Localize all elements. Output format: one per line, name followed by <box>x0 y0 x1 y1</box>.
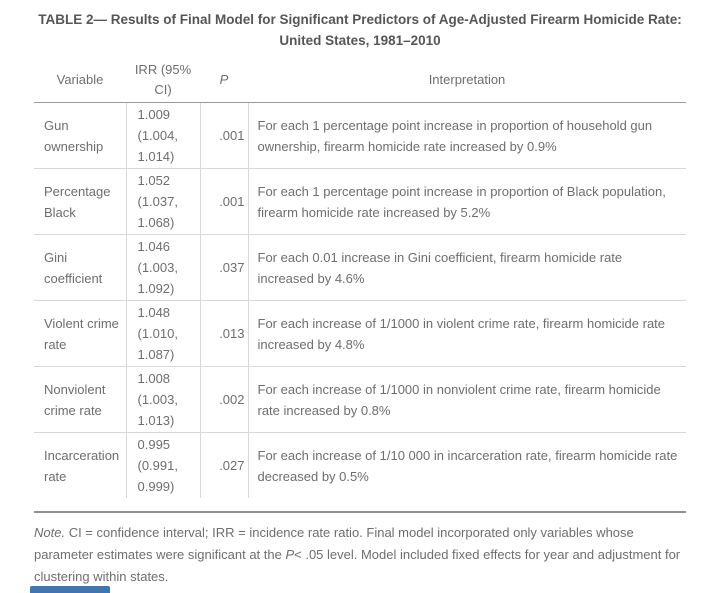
p-value-cell: .037 <box>200 234 249 301</box>
table-note: Note. CI = confidence interval; IRR = in… <box>34 522 686 588</box>
p-value-cell: .027 <box>200 432 249 498</box>
variable-cell: Nonviolent crime rate <box>34 366 127 433</box>
column-header-irr: IRR (95% CI) <box>126 58 200 103</box>
column-header-p: P <box>200 58 248 103</box>
table-header-row: Variable IRR (95% CI) P Interpretation <box>34 58 686 103</box>
interpretation-cell: For each 1 percentage point increase in … <box>248 102 686 169</box>
note-text-1: CI = confidence interval; IRR = incidenc… <box>34 525 634 562</box>
p-value-cell: .013 <box>200 300 249 367</box>
note-label: Note. <box>34 525 66 540</box>
note-p-symbol: P <box>285 547 295 562</box>
note-text-2: < .05 level. Model included fixed effect… <box>34 547 681 584</box>
interpretation-cell: For each 1 percentage point increase in … <box>248 168 686 235</box>
table-row: Percentage Black 1.052 (1.037, 1.068) .0… <box>34 168 686 235</box>
column-header-variable: Variable <box>34 58 126 103</box>
table-title: TABLE 2— Results of Final Model for Sign… <box>34 9 686 51</box>
irr-cell: 1.008 (1.003, 1.013) <box>126 366 201 433</box>
variable-cell: Gini coefficient <box>34 234 127 301</box>
irr-cell: 1.009 (1.004, 1.014) <box>126 102 201 169</box>
irr-cell: 1.046 (1.003, 1.092) <box>126 234 201 301</box>
variable-cell: Percentage Black <box>34 168 127 235</box>
interpretation-cell: For each increase of 1/1000 in nonviolen… <box>248 366 686 433</box>
interpretation-cell: For each increase of 1/10 000 in incarce… <box>257 447 678 484</box>
p-value-cell: .002 <box>200 366 249 433</box>
table-row: Incarceration rate 0.995 (0.991, 0.999) … <box>34 432 686 498</box>
irr-cell: 0.995 (0.991, 0.999) <box>126 432 201 498</box>
interpretation-cell: For each increase of 1/1000 in violent c… <box>248 300 686 367</box>
column-header-interpretation: Interpretation <box>248 58 686 103</box>
variable-cell: Violent crime rate <box>34 300 127 367</box>
table-row: Violent crime rate 1.048 (1.010, 1.087) … <box>34 300 686 367</box>
table-end-divider <box>34 511 686 513</box>
interpretation-cell: For each 0.01 increase in Gini coefficie… <box>248 234 686 301</box>
table-title-line2: United States, 1981–2010 <box>279 33 441 48</box>
table-row: Gini coefficient 1.046 (1.003, 1.092) .0… <box>34 234 686 301</box>
table-row: Nonviolent crime rate 1.008 (1.003, 1.01… <box>34 366 686 433</box>
variable-cell: Gun ownership <box>34 102 127 169</box>
table-row: Gun ownership 1.009 (1.004, 1.014) .001 … <box>34 102 686 169</box>
partial-button[interactable] <box>30 586 110 593</box>
results-table: Variable IRR (95% CI) P Interpretation G… <box>34 58 686 498</box>
p-value-cell: .001 <box>200 168 249 235</box>
irr-cell: 1.048 (1.010, 1.087) <box>126 300 201 367</box>
variable-cell: Incarceration rate <box>34 432 127 498</box>
p-value-cell: .001 <box>200 102 249 169</box>
irr-cell: 1.052 (1.037, 1.068) <box>126 168 201 235</box>
table-title-line1: TABLE 2— Results of Final Model for Sign… <box>38 12 682 27</box>
